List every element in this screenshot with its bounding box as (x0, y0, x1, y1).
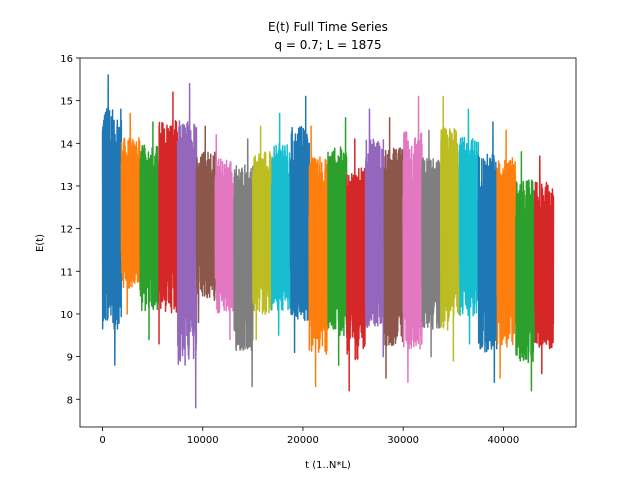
plot-frame (79, 57, 577, 428)
series-line-9 (252, 125, 273, 341)
series-line-10 (270, 112, 292, 337)
series-line-20 (458, 108, 480, 345)
series-line-11 (289, 95, 310, 354)
series-layer (101, 74, 555, 409)
series-line-1 (101, 74, 123, 366)
series-line-3 (139, 121, 160, 341)
series-line-12 (308, 125, 329, 388)
x-axis-label: t (1..N*L) (305, 460, 351, 471)
y-axis-label: E(t) (35, 234, 46, 252)
series-line-22 (496, 129, 517, 379)
chart-subtitle: q = 0.7; L = 1875 (274, 38, 381, 52)
x-tick-label: 10000 (187, 435, 219, 446)
chart-title: E(t) Full Time Series (268, 20, 388, 34)
y-tick-label: 8 (67, 395, 73, 406)
x-tick-label: 20000 (287, 435, 319, 446)
y-tick-label: 9 (67, 353, 73, 364)
series-line-16 (383, 116, 404, 379)
y-tick-label: 11 (60, 267, 73, 278)
y-tick-label: 15 (60, 97, 73, 108)
y-tick-label: 12 (60, 225, 73, 236)
y-tick-label: 13 (60, 182, 73, 193)
series-line-13 (327, 116, 348, 366)
x-tick-label: 0 (99, 435, 105, 446)
y-tick-label: 14 (60, 139, 73, 150)
y-tick-label: 10 (60, 310, 73, 321)
series-line-4 (158, 91, 179, 345)
series-line-21 (477, 121, 498, 383)
series-line-14 (346, 138, 367, 392)
series-line-24 (533, 155, 555, 375)
series-line-18 (421, 129, 442, 358)
series-line-17 (402, 95, 423, 383)
series-line-7 (214, 134, 235, 341)
series-line-19 (439, 95, 461, 362)
y-tick-label: 16 (60, 54, 73, 65)
series-line-15 (364, 108, 386, 358)
series-line-5 (176, 82, 198, 409)
axes-layer: 0 10000 20000 30000 40000 8 9 10 11 12 13 14 15 16 (60, 54, 577, 446)
series-line-23 (515, 151, 536, 392)
x-tick-label: 30000 (387, 435, 419, 446)
series-line-6 (195, 125, 217, 324)
series-line-8 (233, 138, 254, 388)
x-tick-label: 40000 (487, 435, 519, 446)
series-line-2 (120, 112, 141, 315)
